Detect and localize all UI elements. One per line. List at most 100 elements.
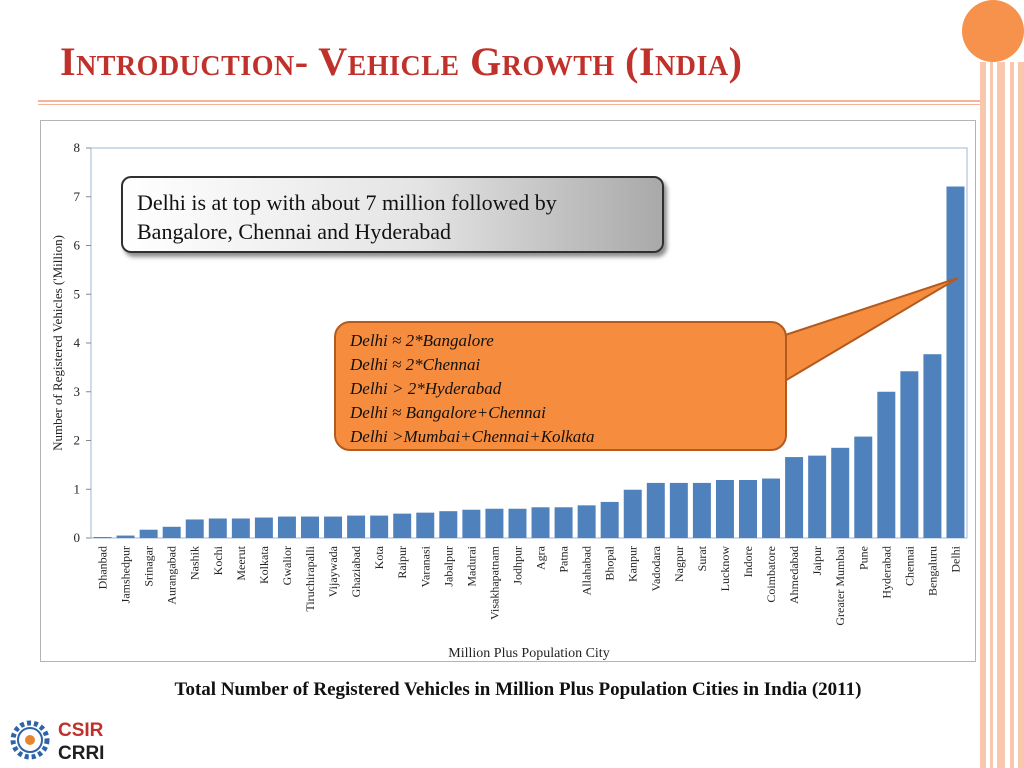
x-tick-label: Vadodara [649, 545, 663, 591]
x-tick-label: Nagpur [672, 546, 686, 582]
x-tick-label: Visakhapatnam [487, 545, 501, 620]
bar [831, 447, 850, 538]
callout-summary-text: Delhi is at top with about 7 million fol… [137, 190, 557, 244]
bar [808, 455, 827, 538]
x-tick-label: Hyderabad [879, 546, 893, 599]
bar [646, 482, 665, 538]
callout-line: Delhi >Mumbai+Chennai+Kolkata [350, 427, 595, 446]
bar [139, 529, 158, 538]
x-tick-label: Delhi [948, 545, 962, 572]
x-tick-label: Jamshedpur [119, 546, 133, 603]
x-axis-label: Million Plus Population City [448, 646, 609, 661]
x-tick-label: Dhanbad [96, 546, 110, 589]
bar [877, 391, 896, 538]
bar [554, 507, 573, 538]
bar [900, 371, 919, 538]
bar [600, 501, 619, 538]
bar [347, 515, 366, 538]
x-tick-label: Coimbatore [764, 546, 778, 603]
y-tick-label: 7 [74, 189, 81, 204]
logo-text-csir: CSIR [58, 720, 104, 741]
bar [277, 516, 296, 538]
decorative-circle [962, 0, 1024, 62]
bar [231, 518, 250, 538]
x-tick-label: Jabalpur [441, 546, 455, 587]
bar [462, 509, 481, 538]
x-tick-label: Raipur [395, 546, 409, 579]
x-tick-label: Ghaziabad [349, 546, 363, 597]
gear-icon [10, 720, 50, 760]
bar [254, 517, 273, 538]
bar [715, 479, 734, 538]
x-tick-label: Kota [372, 545, 386, 569]
callout-line: Delhi > 2*Hyderabad [350, 379, 502, 398]
bar [854, 436, 873, 538]
bar [393, 513, 412, 538]
bar [324, 516, 343, 538]
x-tick-label: Nashik [188, 546, 202, 580]
bar [162, 526, 181, 538]
y-tick-label: 4 [74, 335, 81, 350]
bar [485, 508, 504, 538]
y-axis-label: Number of Registered Vehicles ('Million) [50, 235, 65, 451]
x-tick-label: Kochi [211, 545, 225, 575]
callout-summary: Delhi is at top with about 7 million fol… [121, 176, 664, 253]
y-tick-label: 2 [74, 433, 81, 448]
x-tick-label: Allahabad [580, 546, 594, 595]
decorative-stripe [997, 62, 1005, 768]
y-tick-label: 6 [74, 238, 81, 253]
callout-line: Delhi ≈ 2*Chennai [350, 355, 481, 374]
x-tick-label: Bhopal [603, 545, 617, 580]
callout-comparison: Delhi ≈ 2*Bangalore Delhi ≈ 2*Chennai De… [334, 321, 787, 451]
x-tick-label: Meerut [234, 545, 248, 580]
chart-caption: Total Number of Registered Vehicles in M… [174, 679, 862, 700]
x-tick-label: Surat [695, 545, 709, 571]
x-tick-label: Varanasi [418, 545, 432, 587]
bar [508, 508, 527, 538]
bar [692, 482, 711, 538]
bar [116, 535, 135, 538]
callout-line: Delhi ≈ 2*Bangalore [350, 331, 494, 350]
x-tick-label: Jodhpur [510, 546, 524, 585]
callout-line: Delhi ≈ Bangalore+Chennai [350, 403, 546, 422]
bar [208, 518, 227, 538]
x-tick-label: Madurai [464, 545, 478, 586]
x-tick-label: Aurangabad [165, 546, 179, 605]
slide-title: Introduction- Vehicle Growth (India) [60, 39, 743, 84]
bar [623, 489, 642, 538]
y-tick-label: 8 [74, 140, 81, 155]
y-tick-label: 3 [74, 384, 81, 399]
x-tick-label: Gwalior [280, 546, 294, 585]
csir-crri-logo: CSIR CRRI [10, 720, 104, 764]
bar [739, 479, 757, 538]
bar [370, 515, 389, 538]
x-tick-label: Patna [557, 545, 571, 572]
bar [762, 478, 781, 538]
title-divider [38, 100, 980, 102]
bar [946, 186, 965, 538]
decorative-stripe [990, 62, 993, 768]
decorative-stripe [1010, 62, 1014, 768]
x-tick-label: Pune [856, 546, 870, 570]
bar [785, 457, 804, 538]
bar [93, 537, 112, 538]
bar [577, 505, 596, 538]
x-tick-label: Indore [741, 546, 755, 577]
x-tick-label: Srinagar [142, 546, 156, 587]
title-divider-thin [38, 104, 980, 105]
y-tick-label: 5 [74, 286, 81, 301]
logo-text-crri: CRRI [58, 743, 104, 764]
decorative-stripe [980, 62, 986, 768]
bar [669, 482, 688, 538]
y-tick-label: 0 [74, 530, 81, 545]
x-tick-label: Ahmedabad [787, 546, 801, 604]
x-tick-label: Jaipur [810, 546, 824, 575]
x-tick-label: Lucknow [718, 546, 732, 592]
decorative-stripe [1018, 62, 1024, 768]
bar [439, 511, 458, 538]
x-tick-label: Kolkata [257, 545, 271, 584]
bar [301, 516, 319, 538]
x-tick-label: Chennai [902, 545, 916, 586]
x-tick-label: Greater Mumbai [833, 545, 847, 625]
x-tick-label: Tiruchirapalli [303, 545, 317, 611]
